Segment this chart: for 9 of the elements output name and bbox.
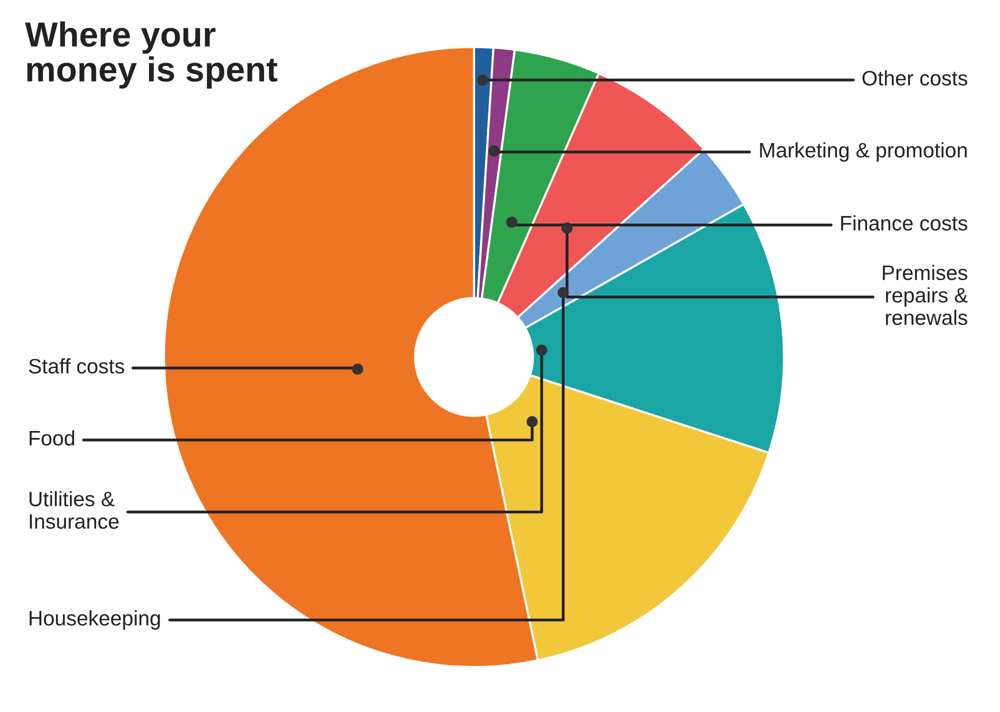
slice-label: Housekeeping [30,610,160,630]
slice-label: Food [30,430,74,446]
slice-label: Marketing & promotion [760,142,967,162]
slice-label: Other costs [862,70,968,86]
slice-label: Premises repairs & renewals [882,264,968,326]
slice-label: Staff costs [28,358,124,374]
slice-label: Utilities & Insurance [30,491,119,529]
slice-label: Finance costs [841,215,968,231]
chart-title: Where your money is spent [25,21,278,89]
